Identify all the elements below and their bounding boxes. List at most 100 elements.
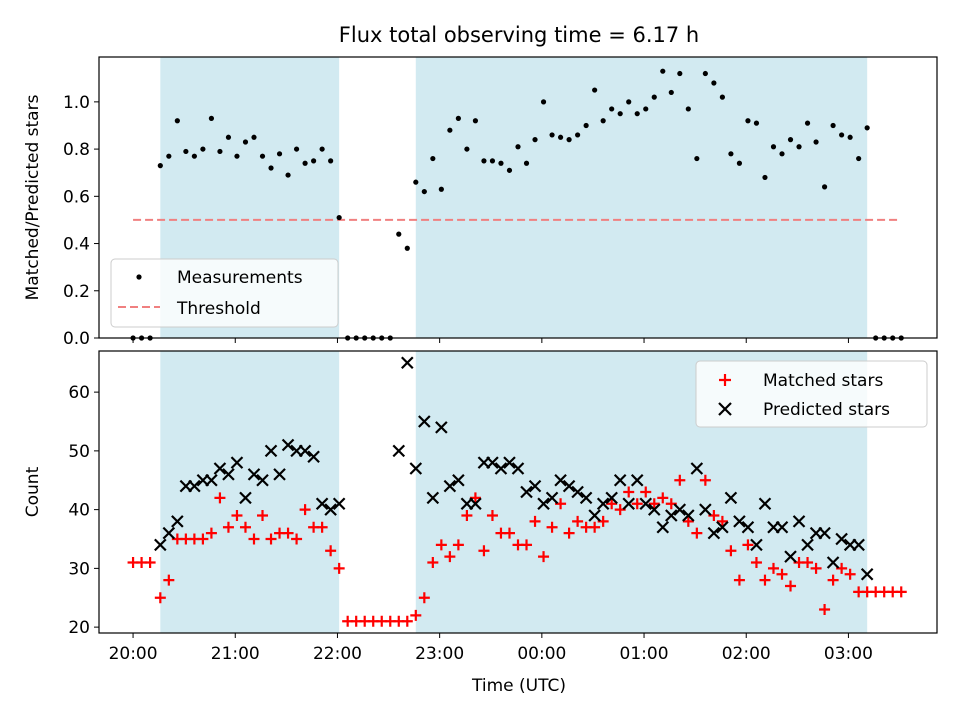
predicted-star-point	[656, 520, 670, 534]
measurement-point	[438, 186, 444, 192]
measurement-point	[856, 155, 862, 162]
predicted-star-point	[699, 503, 712, 516]
measurement-point	[174, 118, 180, 124]
measurement-point	[839, 132, 845, 138]
predicted-star-point	[205, 473, 218, 487]
matched-star-point	[674, 474, 686, 486]
bottom-x-ticks: 20:00 21:00 22:00 23:00 00:00 01:00 02:00 03:00	[109, 633, 873, 664]
measurement-point	[506, 167, 513, 173]
measurement-point	[736, 160, 743, 166]
measurement-point	[685, 106, 691, 112]
legend-measurement-marker	[136, 274, 142, 280]
measurement-point	[421, 188, 427, 195]
predicted-star-point	[673, 503, 687, 516]
matched-star-point	[144, 557, 156, 568]
predicted-star-point	[222, 468, 235, 481]
measurement-point	[753, 120, 760, 126]
bottom-axes-frame	[98, 350, 938, 634]
y-tick-label: 60	[68, 383, 90, 403]
predicted-star-point	[409, 462, 423, 475]
matched-star-point	[759, 574, 771, 586]
measurement-point	[592, 87, 598, 93]
predicted-star-point	[401, 356, 414, 370]
predicted-star-point	[256, 473, 269, 487]
measurement-point	[268, 165, 274, 171]
matched-star-point	[291, 533, 303, 545]
matched-star-point	[546, 521, 558, 533]
predicted-stars-points	[154, 356, 874, 581]
predicted-star-point	[741, 520, 755, 534]
matched-star-point	[606, 498, 618, 510]
measurement-point	[557, 134, 564, 140]
predicted-star-point	[562, 479, 576, 493]
observing-interval-band	[415, 57, 868, 338]
predicted-star-point	[528, 479, 542, 493]
predicted-star-point	[622, 497, 635, 511]
legend-predicted-marker	[718, 402, 732, 416]
measurement-point	[259, 153, 266, 159]
predicted-star-point	[469, 497, 482, 511]
top-x-ticks	[132, 338, 849, 343]
predicted-star-point	[503, 456, 516, 469]
top-y-ticks: 0.0 0.2 0.4 0.6 0.8 1.0	[63, 93, 99, 349]
y-tick-label: 50	[68, 442, 90, 462]
predicted-star-point	[239, 491, 252, 505]
predicted-star-point	[596, 497, 610, 511]
measurement-point	[804, 120, 811, 126]
matched-star-point	[785, 580, 797, 592]
measurement-point	[532, 137, 538, 143]
predicted-star-point	[835, 532, 848, 546]
matched-star-point	[257, 510, 269, 521]
predicted-star-point	[554, 473, 567, 487]
x-tick-label: 22:00	[313, 644, 362, 664]
predicted-star-point	[545, 491, 559, 505]
measurement-point	[728, 151, 734, 157]
bottom-y-ticks: 20 30 40 50 60	[68, 383, 99, 638]
x-tick-label: 01:00	[620, 644, 669, 664]
predicted-star-point	[630, 473, 644, 487]
predicted-star-point	[537, 497, 550, 511]
measurement-point	[770, 144, 777, 150]
measurement-point	[328, 158, 334, 164]
legend-predicted-label: Predicted stars	[763, 400, 890, 420]
matched-star-point	[163, 574, 175, 586]
matched-star-point	[699, 474, 711, 486]
measurement-point	[668, 89, 674, 96]
x-tick-label: 23:00	[415, 644, 464, 664]
predicted-star-point	[298, 444, 312, 458]
predicted-star-point	[511, 462, 525, 475]
bottom-legend: Matched stars Predicted stars	[695, 360, 928, 428]
predicted-star-point	[230, 456, 244, 469]
measurement-point	[617, 111, 623, 117]
matched-star-point	[205, 527, 217, 539]
predicted-star-point	[775, 520, 789, 534]
measurement-point	[208, 115, 215, 121]
matched-star-point	[214, 492, 226, 504]
matched-star-point	[682, 515, 694, 527]
figure-title: Flux total observing time = 6.17 h	[339, 23, 699, 47]
matched-star-point	[776, 568, 788, 580]
matched-star-point	[691, 527, 703, 539]
measurement-point	[583, 122, 589, 129]
measurement-point	[481, 158, 487, 164]
predicted-star-point	[452, 473, 465, 487]
x-axis-label: Time (UTC)	[471, 676, 566, 696]
observing-intervals	[160, 57, 868, 338]
bottom-y-axis-label: Count	[23, 466, 43, 517]
y-tick-label: 0.4	[63, 235, 90, 255]
measurement-point	[396, 231, 402, 237]
y-tick-label: 1.0	[63, 93, 90, 113]
measurement-point	[404, 245, 410, 251]
measurement-point	[489, 158, 496, 164]
matched-star-point	[657, 492, 669, 504]
measurement-point	[626, 99, 632, 105]
matched-star-point	[521, 539, 533, 551]
predicted-star-point	[682, 509, 695, 522]
y-tick-label: 0.0	[63, 329, 90, 349]
measurement-point	[600, 118, 606, 124]
matched-star-point	[742, 539, 754, 551]
predicted-star-point	[281, 438, 295, 452]
observing-interval-band	[160, 351, 340, 633]
legend-measurements-label: Measurements	[177, 268, 303, 288]
measurement-point	[549, 132, 555, 138]
